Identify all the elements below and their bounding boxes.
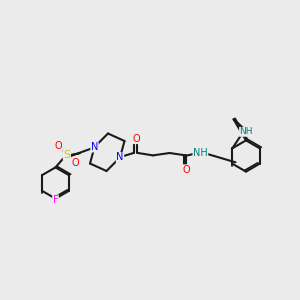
Text: NH: NH [193, 148, 208, 158]
Text: O: O [71, 158, 79, 168]
Text: F: F [53, 195, 58, 205]
Text: N: N [91, 142, 98, 152]
Text: N: N [116, 152, 124, 163]
Text: O: O [182, 165, 190, 175]
Text: S: S [63, 150, 70, 160]
Text: NH: NH [240, 127, 253, 136]
Text: O: O [55, 141, 62, 152]
Text: O: O [133, 134, 140, 144]
